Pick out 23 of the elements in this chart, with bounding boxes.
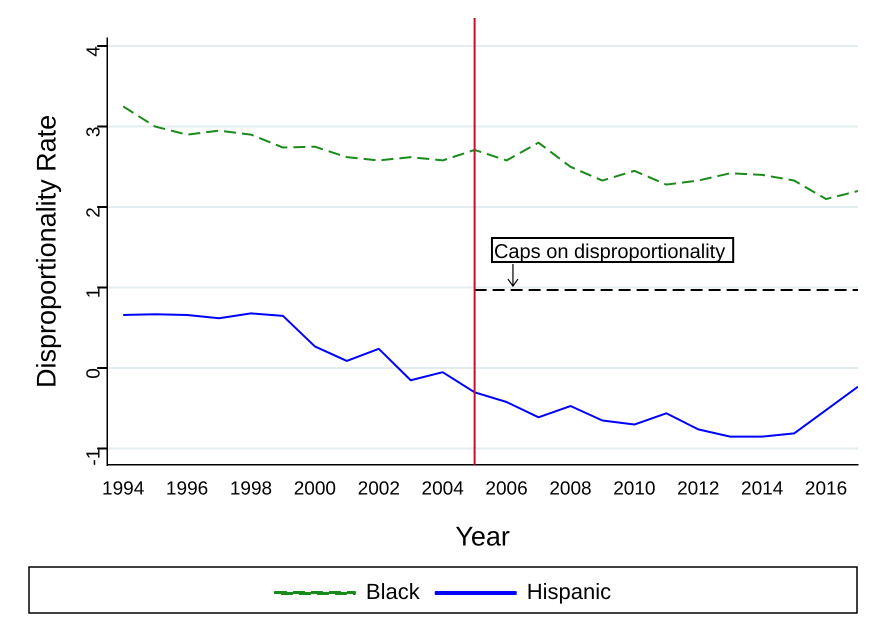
x-tick-label: 2016: [804, 478, 848, 500]
x-axis-title: Year: [455, 521, 510, 552]
legend-label: Black: [366, 579, 421, 604]
x-tick-label: 2004: [422, 478, 464, 500]
x-tick-label: 2014: [741, 478, 784, 500]
y-tick-label: 1: [83, 288, 104, 298]
x-tick-label: 2010: [613, 478, 656, 500]
annotation: Caps on disproportionality: [494, 241, 726, 264]
y-tick-label: 3: [83, 126, 104, 138]
x-tick-label: 1996: [166, 478, 208, 500]
x-tick-label: 1998: [230, 478, 272, 500]
x-tick-label: 2008: [549, 478, 592, 500]
legend-label: Hispanic: [526, 579, 612, 604]
y-tick-label: 4: [83, 46, 104, 57]
y-tick-label: -1: [83, 448, 104, 466]
y-axis-title: Disproportionality Rate: [32, 114, 62, 388]
y-tick-label: 2: [83, 207, 104, 218]
x-tick-label: 2012: [677, 478, 720, 500]
x-tick-label: 2000: [294, 478, 336, 500]
y-tick-label: 0: [83, 368, 104, 379]
x-tick-label: 2002: [358, 478, 400, 500]
x-tick-label: 2006: [485, 478, 528, 500]
x-tick-label: 1994: [102, 478, 145, 500]
